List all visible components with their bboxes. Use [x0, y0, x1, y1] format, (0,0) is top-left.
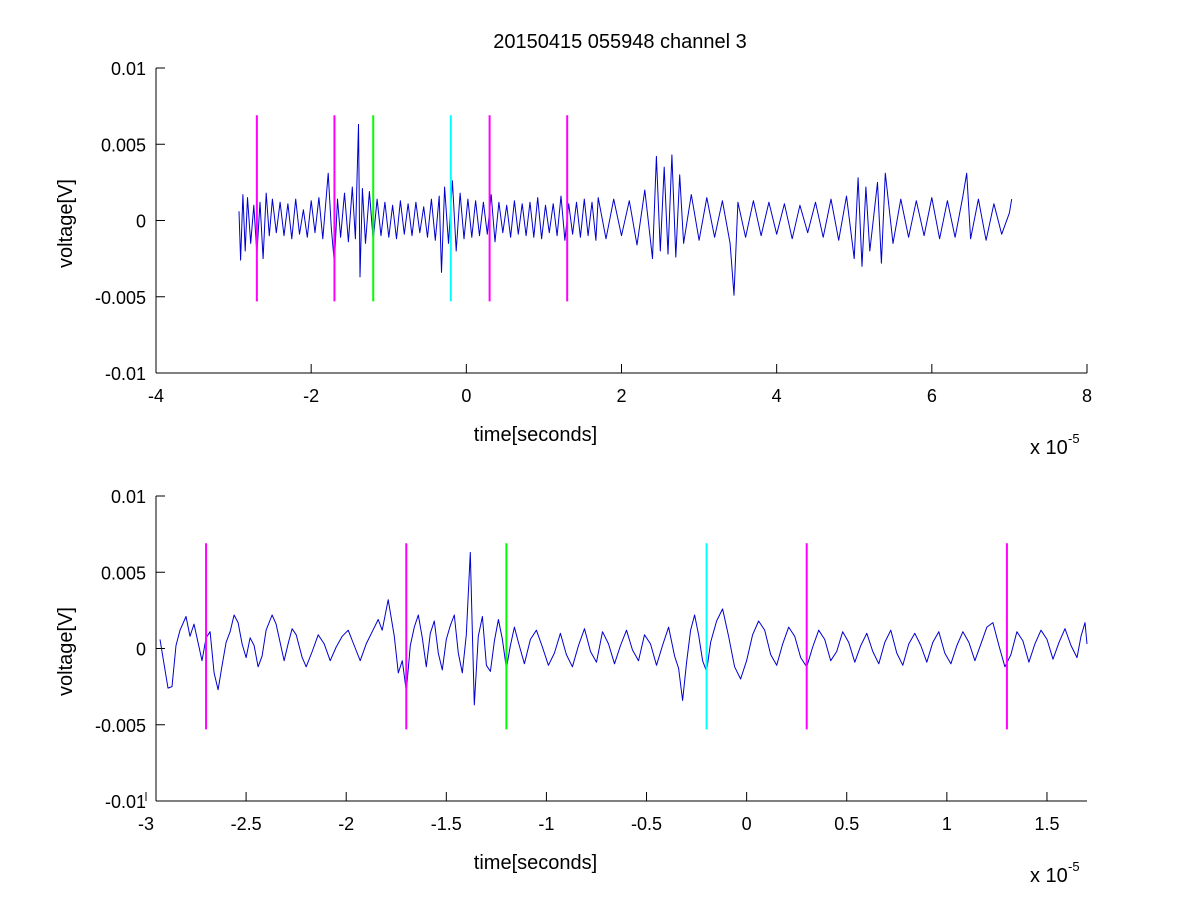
x-tick-label: -0.5	[631, 814, 662, 834]
x-tick-label: -2	[303, 386, 319, 406]
y-tick-label: -0.005	[95, 288, 146, 308]
x-tick-label: -2.5	[231, 814, 262, 834]
x-tick-label: 4	[772, 386, 782, 406]
bottom-plot: -0.01 -0.005 0 0.005 0.01 -3 -2.5 -2 -1.5 -1 -0.5 0…	[55, 487, 1088, 887]
x-tick-label: -3	[138, 814, 154, 834]
x-multiplier-label: x 10	[1030, 865, 1068, 887]
y-axis-label: voltage[V]	[55, 179, 77, 268]
x-tick-label: -2	[338, 814, 354, 834]
y-tick-label: -0.005	[95, 716, 146, 736]
y-tick-label: 0.005	[101, 135, 146, 155]
y-tick-label: -0.01	[105, 792, 146, 812]
x-tick-label: 0	[742, 814, 752, 834]
x-multiplier-exponent: -5	[1068, 859, 1080, 874]
top-plot: -0.01 -0.005 0 0.005 0.01 -4 -2 0 2 4 6 8 time[secon…	[55, 59, 1092, 459]
x-tick-label: 0	[461, 386, 471, 406]
y-tick-label: -0.01	[105, 364, 146, 384]
x-multiplier-label: x 10	[1030, 437, 1068, 459]
x-tick-label: 2	[616, 386, 626, 406]
x-tick-label: 6	[927, 386, 937, 406]
x-tick-label: 0.5	[834, 814, 859, 834]
x-axis-label: time[seconds]	[474, 424, 597, 446]
y-tick-label: 0	[136, 640, 146, 660]
x-tick-label: 8	[1082, 386, 1092, 406]
y-tick-label: 0.01	[111, 487, 146, 507]
y-tick-label: 0	[136, 212, 146, 232]
x-tick-label: 1	[942, 814, 952, 834]
y-tick-label: 0.01	[111, 59, 146, 79]
y-axis-label: voltage[V]	[55, 607, 77, 696]
signal-line	[238, 123, 1013, 296]
x-axis-label: time[seconds]	[474, 852, 597, 874]
signal-line	[159, 551, 1088, 706]
x-tick-label: -1.5	[431, 814, 462, 834]
x-tick-label: -4	[148, 386, 164, 406]
y-tick-label: 0.005	[101, 563, 146, 583]
x-tick-label: 1.5	[1034, 814, 1059, 834]
x-tick-label: -1	[538, 814, 554, 834]
figure-title: 20150415 055948 channel 3	[493, 31, 747, 53]
x-multiplier-exponent: -5	[1068, 431, 1080, 446]
